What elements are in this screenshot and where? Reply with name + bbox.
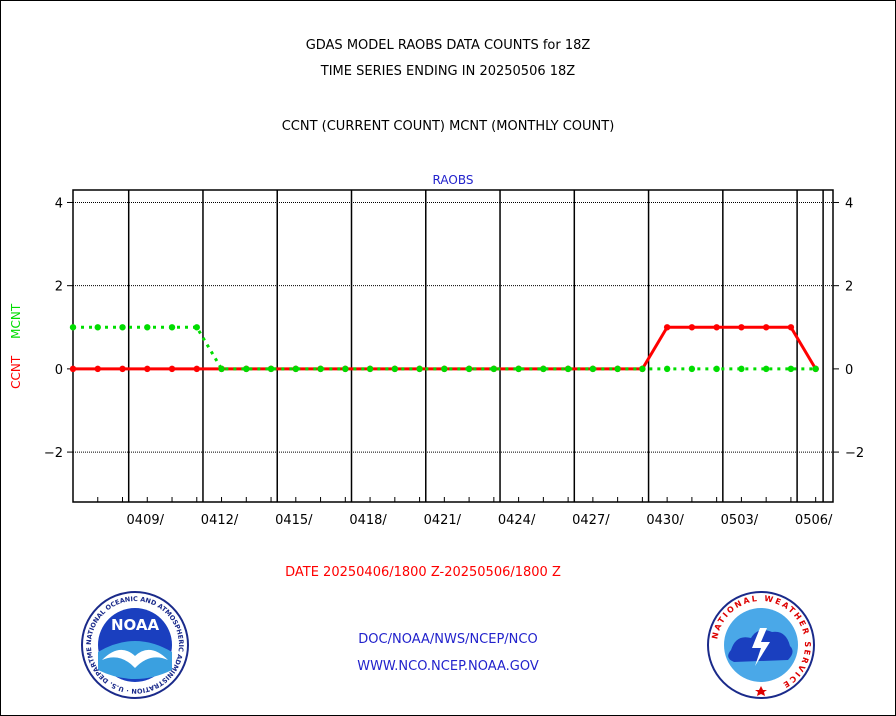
data-point-mcnt xyxy=(144,324,151,331)
plot-frame xyxy=(72,189,834,503)
y-tick-label-right: 4 xyxy=(845,196,853,211)
data-point-mcnt xyxy=(812,365,819,373)
org-path-label: DOC/NOAA/NWS/NCEP/NCO xyxy=(358,632,538,647)
data-point-mcnt xyxy=(391,365,399,373)
x-tick-label: 0409/ xyxy=(127,513,165,528)
data-point-mcnt xyxy=(515,365,522,373)
data-point-mcnt xyxy=(639,365,646,373)
data-point-mcnt xyxy=(564,365,572,373)
chart-svg: RAOBS 4 4 2 2 0 0 −2 −2 0409/0412/0415/0418/0421/… xyxy=(9,173,864,528)
data-point-mcnt xyxy=(589,365,597,373)
series-line-ccnt xyxy=(73,325,817,371)
data-point-mcnt xyxy=(762,365,770,373)
data-point-mcnt xyxy=(193,324,200,331)
data-point-mcnt xyxy=(688,365,696,373)
panel-title: RAOBS xyxy=(433,173,474,187)
x-tick-label: 0427/ xyxy=(572,513,610,528)
x-tick-label: 0418/ xyxy=(349,513,387,528)
series-line-mcnt xyxy=(73,325,816,371)
y-tick-label-left: 0 xyxy=(55,363,63,378)
data-point-mcnt xyxy=(168,324,176,331)
data-point-ccnt xyxy=(738,324,745,331)
chart-title-line2: TIME SERIES ENDING IN 20250506 18Z xyxy=(320,64,576,79)
data-point-ccnt xyxy=(762,324,770,331)
y-tick-label-right: 2 xyxy=(845,280,853,295)
data-point-mcnt xyxy=(441,365,448,373)
date-range-label: DATE 20250406/1800 Z-20250506/1800 Z xyxy=(285,565,561,580)
x-tick-label: 0503/ xyxy=(721,513,759,528)
x-tick-label: 0424/ xyxy=(498,513,536,528)
y-axis-label-group: CCNT MCNT xyxy=(9,303,23,389)
data-point-mcnt xyxy=(738,365,745,373)
y-axis-label-mcnt: MCNT xyxy=(9,303,23,339)
data-point-mcnt xyxy=(342,365,349,373)
data-point-mcnt xyxy=(663,365,671,373)
data-point-mcnt xyxy=(713,365,720,373)
noaa-logo-text: NOAA xyxy=(111,616,160,634)
data-point-mcnt xyxy=(317,365,324,373)
data-point-ccnt xyxy=(787,324,795,331)
data-point-mcnt xyxy=(218,365,225,373)
x-tick-label: 0430/ xyxy=(646,513,684,528)
chart-title-line1: GDAS MODEL RAOBS DATA COUNTS for 18Z xyxy=(305,38,591,53)
y-tick-label-right: −2 xyxy=(845,446,864,461)
data-point-ccnt xyxy=(94,365,101,373)
data-point-ccnt xyxy=(713,324,720,331)
chart-subtitle: CCNT (CURRENT COUNT) MCNT (MONTHLY COUNT… xyxy=(281,119,615,134)
y-tick-label-left: −2 xyxy=(44,446,63,461)
y-tick-label-left: 2 xyxy=(55,280,63,295)
data-point-mcnt xyxy=(94,324,101,331)
data-point-ccnt xyxy=(119,365,126,373)
data-point-mcnt xyxy=(119,324,126,331)
y-axis-label-ccnt: CCNT xyxy=(9,355,23,389)
data-point-mcnt xyxy=(69,324,77,331)
y-tick-label-right: 0 xyxy=(845,363,853,378)
data-point-mcnt xyxy=(366,365,374,373)
data-point-ccnt xyxy=(168,365,176,373)
data-point-mcnt xyxy=(243,365,250,373)
nws-logo: NATIONAL WEATHER SERVICE xyxy=(707,591,815,699)
data-point-mcnt xyxy=(267,365,275,373)
x-tick-label: 0412/ xyxy=(201,513,239,528)
x-tick-label: 0421/ xyxy=(424,513,462,528)
data-point-ccnt xyxy=(144,365,151,373)
data-point-ccnt xyxy=(69,365,77,373)
data-point-ccnt xyxy=(688,324,696,331)
x-tick-label: 0506/ xyxy=(795,513,833,528)
y-tick-label-left: 4 xyxy=(55,196,63,211)
data-point-mcnt xyxy=(490,365,498,373)
noaa-logo: NOAA NATIONAL OCEANIC AND ATMOSPHERIC AD… xyxy=(80,590,189,699)
data-point-mcnt xyxy=(540,365,547,373)
website-link[interactable]: WWW.NCO.NCEP.NOAA.GOV xyxy=(357,659,539,674)
data-point-mcnt xyxy=(416,365,423,373)
data-point-mcnt xyxy=(292,365,300,373)
data-point-ccnt xyxy=(193,365,200,373)
data-point-mcnt xyxy=(614,365,621,373)
data-point-mcnt xyxy=(787,365,795,373)
data-point-ccnt xyxy=(663,324,671,331)
data-point-mcnt xyxy=(465,365,473,373)
x-tick-label: 0415/ xyxy=(275,513,313,528)
